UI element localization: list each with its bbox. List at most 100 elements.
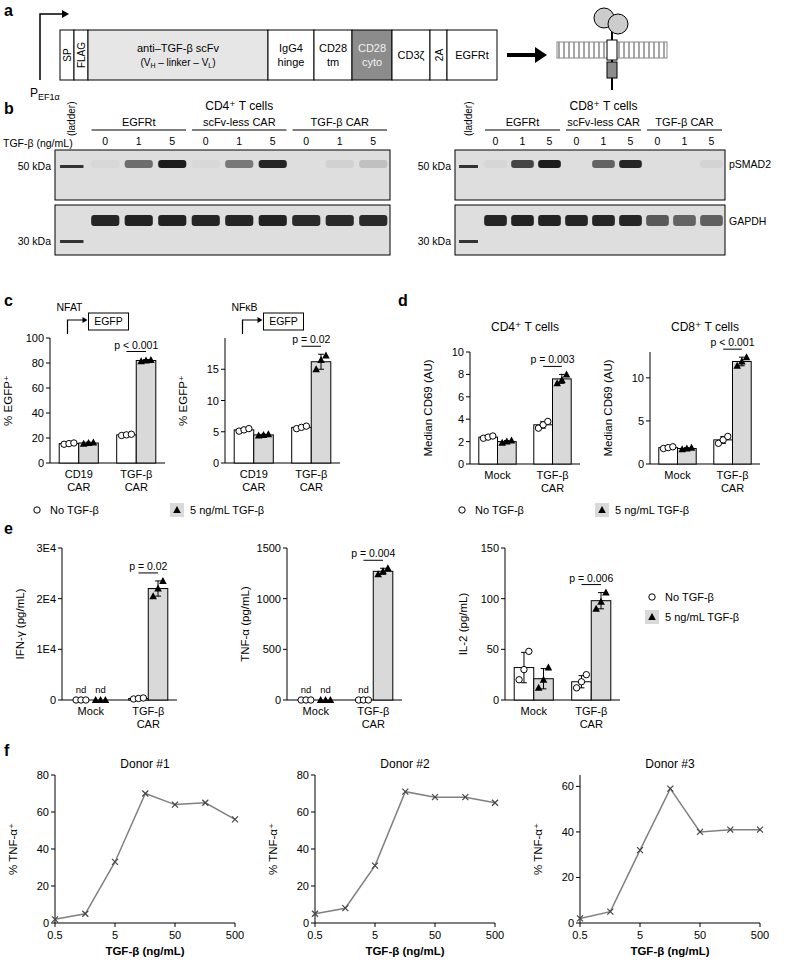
gapdh-band [592, 215, 615, 226]
bar [373, 571, 393, 700]
y-tick [46, 463, 50, 464]
y-tick [51, 812, 55, 813]
promoter-arrow [40, 14, 62, 80]
x-tick [580, 923, 581, 927]
point [727, 827, 733, 833]
segment-box [314, 30, 352, 80]
psmad2-band [484, 160, 507, 168]
psmad2-band [673, 160, 696, 168]
point [649, 594, 655, 600]
point [342, 905, 348, 911]
gapdh-band [646, 215, 669, 226]
p-value: p = 0.004 [351, 547, 395, 559]
y-tick [221, 369, 225, 370]
legend-swatch [455, 503, 469, 517]
point [592, 605, 600, 612]
membrane-stripe [648, 42, 650, 58]
cyto-box [607, 62, 617, 78]
y-axis [50, 338, 51, 463]
y-tick-label: 50 [487, 643, 499, 655]
segment-box [88, 30, 268, 80]
marks [59, 356, 156, 463]
membrane-stripe [578, 42, 580, 58]
y-tick [576, 786, 580, 787]
y-tick-label: 40 [32, 407, 44, 419]
marks [577, 786, 763, 922]
psmad2-band [292, 160, 320, 168]
y-axis [287, 548, 288, 700]
point [598, 506, 606, 513]
category-label: Mock [78, 705, 105, 717]
x-tick [640, 923, 641, 927]
y-tick-label: 80 [297, 769, 309, 781]
group-label: scFv-less CAR [203, 116, 276, 128]
membrane-stripe [558, 42, 560, 58]
x-tick [55, 923, 56, 927]
line-chart: 0204060% TNF-α⁺0.5550500Donor #3TGF-β (n… [532, 757, 769, 957]
y-tick-label: 1500 [257, 542, 281, 554]
y-tick [51, 886, 55, 887]
point [583, 671, 589, 677]
chart-title: Donor #1 [120, 757, 170, 771]
y-tick-label: 10 [207, 395, 219, 407]
blot-membrane [455, 150, 725, 200]
p-value: p = 0.02 [292, 333, 330, 345]
dose-value: 0 [493, 135, 499, 147]
x-tick [700, 923, 701, 927]
x-axis-label: TGF-β (ng/mL) [365, 945, 444, 957]
category-line: Mock [303, 705, 330, 717]
y-tick-label: 60 [562, 780, 574, 792]
line-chart: 020406080% TNF-α⁺0.5550500Donor #1TGF-β … [7, 757, 244, 957]
dose-value: 5 [547, 135, 553, 147]
psmad2-band [619, 160, 642, 168]
x-tick-label: 50 [169, 929, 181, 941]
psmad2-band [326, 160, 354, 168]
y-tick [646, 420, 650, 421]
p-value: p < 0.001 [114, 339, 158, 351]
y-tick [466, 396, 470, 397]
segment-label: hinge [278, 56, 305, 68]
membrane-stripe [588, 42, 590, 58]
data-label: nd [358, 684, 369, 695]
point [173, 506, 181, 513]
y-tick-label: 150 [481, 542, 499, 554]
category-line: CAR [125, 481, 148, 493]
y-tick [46, 438, 50, 439]
bar [591, 601, 611, 700]
panel-label: f [4, 742, 10, 759]
point [365, 697, 371, 703]
category-label: TGF-βCAR [357, 705, 389, 730]
dose-value: 5 [370, 135, 376, 147]
bar-chart: 051015% EGFP⁺CD19CARTGF-βCARp = 0.02NFκB… [177, 301, 340, 493]
y-axis-label: % TNF-α⁺ [7, 823, 19, 875]
p-value: p < 0.001 [710, 336, 754, 348]
y-axis [62, 548, 63, 700]
segment-label: IgG4 [279, 42, 303, 54]
psmad2-band [125, 160, 153, 168]
dose-value: 0 [574, 135, 580, 147]
dose-value: 1 [682, 135, 688, 147]
gapdh-band [359, 215, 387, 226]
gapdh-band [511, 215, 534, 226]
y-axis [650, 352, 651, 464]
marks [659, 353, 751, 464]
sublabel-part: – linker – V [156, 57, 209, 68]
sublabel-part: (V [140, 57, 150, 68]
membrane-stripe [568, 42, 570, 58]
point [149, 592, 157, 599]
marks [312, 789, 498, 917]
promoter-part: P [30, 86, 38, 100]
point [667, 786, 673, 792]
point [490, 433, 496, 439]
segment-label: SP [62, 48, 73, 62]
group-underline [566, 130, 641, 131]
x-tick [315, 923, 316, 927]
y-axis-label: % EGFP⁺ [177, 375, 189, 426]
tm-box [607, 40, 617, 60]
figure: abcdefPEF1αSPFLAGanti–TGF-β scFv(VH – li… [0, 0, 800, 967]
data-label: nd [95, 684, 106, 695]
group-label: EGFRt [122, 116, 156, 128]
bar-chart: 020406080100% EGFP⁺CD19CARTGF-βCARp < 0.… [2, 301, 165, 493]
membrane-stripe [573, 42, 575, 58]
legend-swatch [645, 610, 659, 624]
